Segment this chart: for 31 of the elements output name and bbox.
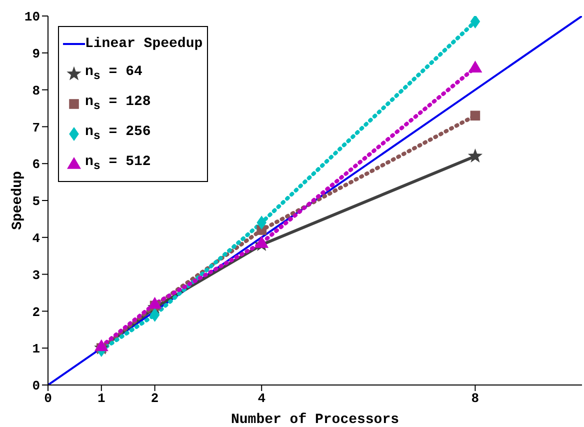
y-tick-label: 0: [32, 378, 40, 394]
legend-label: n$_{s}$ = 64: [85, 64, 142, 84]
y-tick-label: 4: [32, 231, 40, 246]
point: [470, 110, 480, 121]
point: [468, 148, 483, 162]
y-tick-label: 8: [32, 83, 40, 98]
point: [150, 308, 160, 322]
point: [254, 236, 269, 248]
point: [468, 60, 482, 73]
x-tick-label: 2: [150, 391, 159, 406]
y-tick-label: 3: [32, 268, 40, 283]
legend-label: n$_{s}$ = 256: [85, 124, 151, 144]
y-axis-title: Speedup: [10, 171, 26, 230]
x-tick-label: 1: [97, 391, 106, 406]
x-tick-label: 8: [471, 391, 480, 406]
y-tick-label: 5: [32, 194, 40, 210]
x-tick-label: 4: [258, 391, 266, 406]
y-tick-label: 7: [32, 120, 40, 136]
legend-label: n$_{s}$ = 512: [85, 154, 151, 174]
y-tick-label: 2: [32, 304, 40, 320]
y-tick-label: 1: [32, 342, 40, 357]
point: [94, 339, 108, 352]
y-tick-label: 9: [32, 46, 40, 62]
legend-label: n$_{s}$ = 128: [85, 94, 151, 114]
legend-label: Linear Speedup: [85, 36, 203, 52]
x-axis-title: Number of Processors: [230, 412, 400, 427]
y-tick-label: 6: [32, 157, 40, 172]
y-tick-label: 10: [24, 10, 40, 25]
point: [148, 296, 162, 309]
x-tick-label: 0: [44, 391, 52, 406]
point: [470, 16, 480, 29]
